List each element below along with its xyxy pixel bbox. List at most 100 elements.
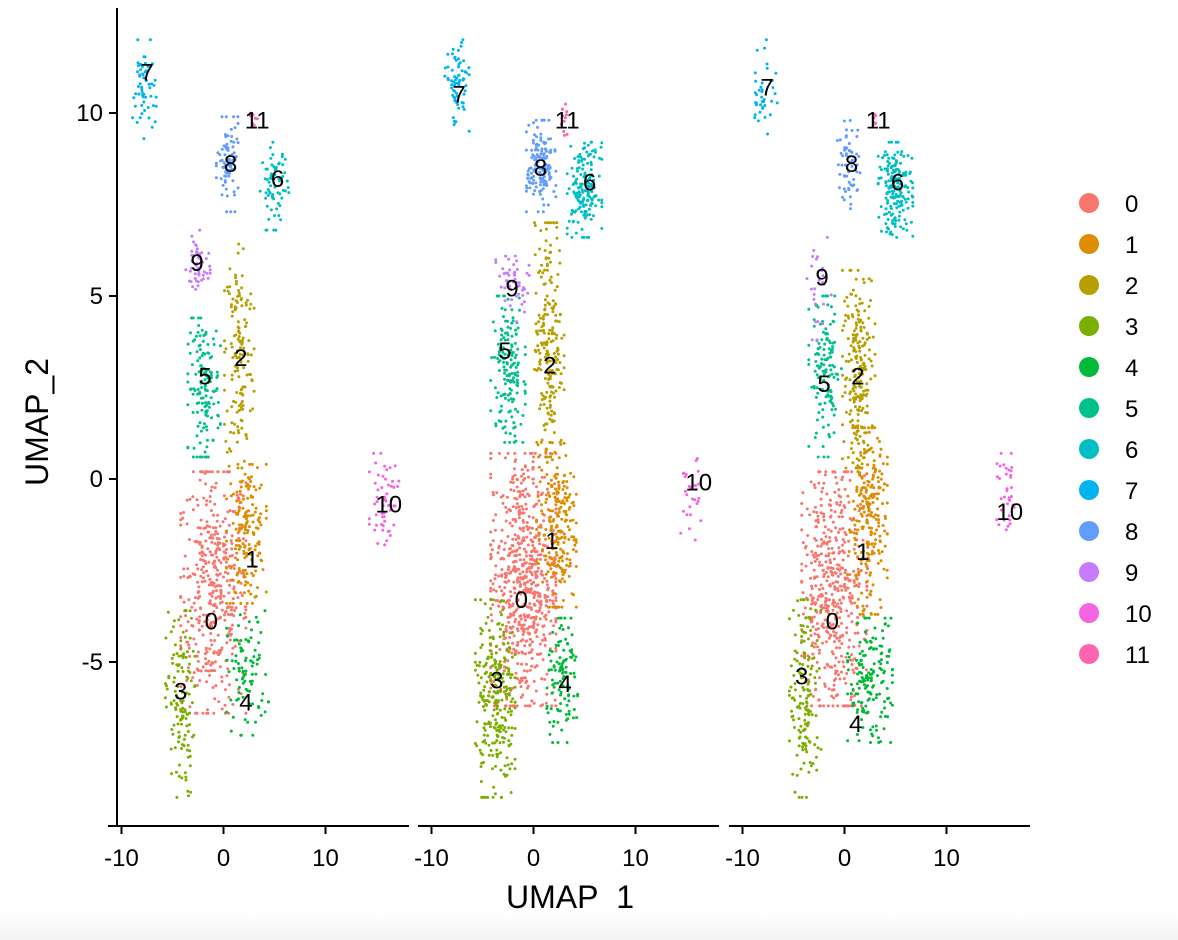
cell-point-cluster-3 xyxy=(483,672,487,676)
cell-point-cluster-0 xyxy=(515,497,519,501)
cell-point-cluster-3 xyxy=(165,687,169,691)
cell-point-cluster-1 xyxy=(855,485,859,489)
cell-point-cluster-5 xyxy=(209,396,213,400)
cell-point-cluster-5 xyxy=(200,455,204,459)
cell-point-cluster-2 xyxy=(539,403,543,407)
cell-point-cluster-2 xyxy=(248,409,252,413)
cell-point-cluster-2 xyxy=(549,243,553,247)
cell-point-cluster-2 xyxy=(859,393,863,397)
cell-point-cluster-0 xyxy=(547,610,551,614)
cell-point-cluster-10 xyxy=(699,519,703,523)
cell-point-cluster-0 xyxy=(204,470,208,474)
cell-point-cluster-0 xyxy=(554,618,558,622)
cell-point-cluster-0 xyxy=(824,535,828,539)
cell-point-cluster-0 xyxy=(830,694,834,698)
cell-point-cluster-2 xyxy=(229,305,233,309)
cell-point-cluster-1 xyxy=(551,519,555,523)
cell-point-cluster-0 xyxy=(849,695,853,699)
cell-point-cluster-1 xyxy=(254,569,258,573)
cell-point-cluster-5 xyxy=(497,369,501,372)
cell-point-cluster-3 xyxy=(509,713,513,717)
cell-point-cluster-0 xyxy=(524,576,528,579)
cell-point-cluster-0 xyxy=(850,470,854,474)
cell-point-cluster-1 xyxy=(555,523,559,527)
cell-point-cluster-1 xyxy=(243,531,246,535)
cell-point-cluster-2 xyxy=(549,275,553,279)
cell-point-cluster-10 xyxy=(688,505,692,509)
cell-point-cluster-0 xyxy=(207,530,211,534)
cell-point-cluster-1 xyxy=(225,529,229,533)
cell-point-cluster-0 xyxy=(801,591,805,595)
cell-point-cluster-0 xyxy=(186,576,190,580)
cell-point-cluster-3 xyxy=(170,772,173,776)
cell-point-cluster-5 xyxy=(512,361,516,365)
cell-point-cluster-0 xyxy=(818,676,821,680)
cell-point-cluster-7 xyxy=(138,116,142,120)
cell-point-cluster-0 xyxy=(198,542,202,546)
cell-point-cluster-3 xyxy=(803,712,807,716)
cell-point-cluster-4 xyxy=(874,696,878,700)
cell-point-cluster-5 xyxy=(516,374,520,378)
cell-point-cluster-4 xyxy=(857,700,861,704)
cell-point-cluster-4 xyxy=(241,676,245,680)
cell-point-cluster-8 xyxy=(229,210,233,214)
cell-point-cluster-3 xyxy=(497,621,501,625)
cell-point-cluster-4 xyxy=(260,699,264,702)
cell-point-cluster-5 xyxy=(191,455,195,459)
cell-point-cluster-3 xyxy=(482,733,486,737)
cell-point-cluster-0 xyxy=(508,636,512,639)
cell-point-cluster-4 xyxy=(875,647,878,651)
cell-point-cluster-8 xyxy=(527,123,531,127)
cell-point-cluster-0 xyxy=(525,669,529,673)
cell-point-cluster-3 xyxy=(810,713,814,717)
cell-point-cluster-1 xyxy=(226,557,230,561)
cell-point-cluster-1 xyxy=(539,525,543,529)
cell-point-cluster-3 xyxy=(817,667,821,670)
cell-point-cluster-1 xyxy=(544,572,548,576)
cell-point-cluster-1 xyxy=(245,510,249,514)
cell-point-cluster-0 xyxy=(492,588,496,592)
cell-point-cluster-0 xyxy=(209,602,213,606)
cell-point-cluster-3 xyxy=(506,763,510,767)
cell-point-cluster-0 xyxy=(512,549,516,553)
cell-point-cluster-1 xyxy=(249,583,253,587)
cell-point-cluster-1 xyxy=(867,509,871,513)
cell-point-cluster-2 xyxy=(555,221,559,225)
cell-point-cluster-5 xyxy=(510,415,514,419)
cell-point-cluster-5 xyxy=(198,348,202,352)
cell-point-cluster-2 xyxy=(867,305,871,308)
cell-point-cluster-0 xyxy=(525,535,529,539)
cell-point-cluster-1 xyxy=(236,462,240,466)
cell-point-cluster-3 xyxy=(177,736,181,739)
cell-point-cluster-2 xyxy=(850,441,854,445)
cell-point-cluster-6 xyxy=(264,191,268,195)
cell-point-cluster-0 xyxy=(806,534,810,537)
cell-point-cluster-2 xyxy=(233,369,237,373)
cell-point-cluster-5 xyxy=(215,370,219,374)
cell-point-cluster-4 xyxy=(246,720,250,724)
cell-point-cluster-0 xyxy=(494,599,498,602)
cell-point-cluster-5 xyxy=(198,356,202,360)
cell-point-cluster-3 xyxy=(182,744,186,748)
cell-point-cluster-1 xyxy=(847,550,851,553)
cell-point-cluster-5 xyxy=(202,352,206,356)
cell-point-cluster-4 xyxy=(558,656,562,660)
cell-point-cluster-0 xyxy=(213,559,217,563)
cell-point-cluster-1 xyxy=(247,552,251,556)
cell-point-cluster-0 xyxy=(524,618,528,622)
cell-point-cluster-4 xyxy=(564,665,568,669)
cell-point-cluster-3 xyxy=(495,707,499,711)
cell-point-cluster-2 xyxy=(544,221,547,225)
cell-point-cluster-9 xyxy=(196,280,200,284)
cell-point-cluster-2 xyxy=(237,289,241,292)
cell-point-cluster-2 xyxy=(558,361,562,364)
cell-point-cluster-3 xyxy=(171,661,175,665)
cell-point-cluster-3 xyxy=(513,727,517,730)
cell-point-cluster-1 xyxy=(866,463,869,467)
cell-point-cluster-4 xyxy=(884,622,887,626)
cell-point-cluster-0 xyxy=(522,547,526,551)
cell-point-cluster-3 xyxy=(501,608,505,612)
cell-point-cluster-0 xyxy=(507,605,511,609)
cell-point-cluster-4 xyxy=(566,642,569,646)
cell-point-cluster-0 xyxy=(208,673,212,677)
